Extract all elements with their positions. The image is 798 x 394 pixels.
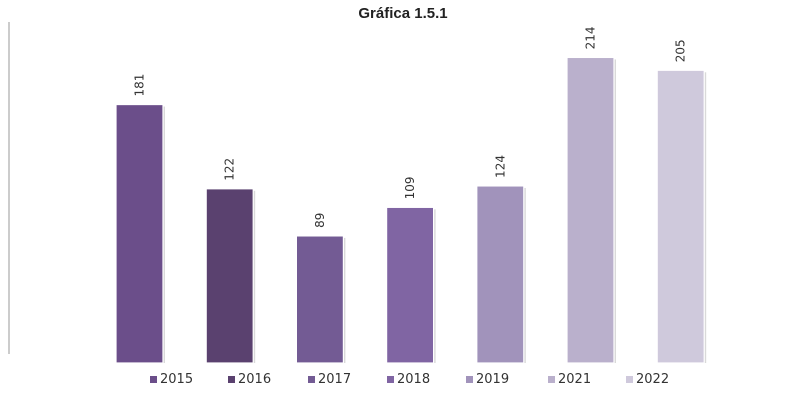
data-label-2016: 122 — [223, 158, 237, 181]
legend-label-2015: 2015 — [160, 372, 193, 387]
legend-label-2021: 2021 — [558, 372, 591, 387]
legend-swatch-2017 — [308, 376, 315, 383]
legend-label-2022: 2022 — [636, 372, 669, 387]
bars-group — [115, 56, 707, 364]
data-label-2015: 181 — [133, 74, 147, 97]
legend-swatch-2015 — [150, 376, 157, 383]
chart-title: Gráfica 1.5.1 — [358, 5, 447, 22]
bar-2019 — [476, 185, 525, 364]
bar-2017 — [295, 235, 344, 364]
data-label-2022: 205 — [674, 39, 688, 62]
legend-label-2017: 2017 — [318, 372, 351, 387]
data-label-2021: 214 — [584, 27, 598, 50]
bar-2021 — [566, 56, 615, 364]
bar-2015 — [115, 103, 164, 364]
data-label-2017: 89 — [313, 213, 327, 228]
legend-swatch-2016 — [228, 376, 235, 383]
bar-2016 — [205, 188, 254, 364]
bar-2022 — [656, 69, 705, 364]
legend-swatch-2018 — [387, 376, 394, 383]
legend: 2015 2016 2017 2018 2019 2021 2022 — [150, 372, 669, 387]
legend-swatch-2019 — [466, 376, 473, 383]
legend-label-2016: 2016 — [238, 372, 271, 387]
legend-label-2018: 2018 — [397, 372, 430, 387]
data-label-2019: 124 — [493, 155, 507, 178]
legend-swatch-2021 — [548, 376, 555, 383]
data-labels-group: 181 122 89 109 124 214 205 — [133, 27, 688, 228]
legend-label-2019: 2019 — [476, 372, 509, 387]
bar-2018 — [386, 206, 435, 364]
data-label-2018: 109 — [403, 176, 417, 199]
legend-swatch-2022 — [626, 376, 633, 383]
